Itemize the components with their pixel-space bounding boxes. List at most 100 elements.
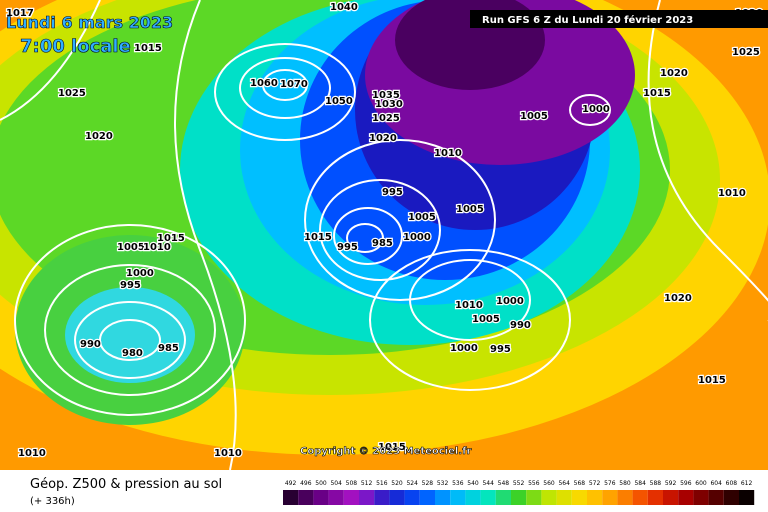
isobar-label: 985 — [372, 238, 393, 249]
legend-label: 608 — [726, 480, 738, 487]
legend-swatch — [359, 490, 375, 505]
isobar-label: 1015 — [378, 442, 406, 453]
isobar-label: 1005 — [456, 204, 484, 215]
isobar-label: 1060 — [250, 78, 278, 89]
legend-label: 540 — [467, 480, 479, 487]
legend-label: 516 — [376, 480, 388, 487]
legend-label: 536 — [452, 480, 464, 487]
legend-label: 496 — [300, 480, 312, 487]
isobar-label: 1030 — [375, 99, 403, 110]
legend-label: 604 — [710, 480, 722, 487]
isobar-label: 1025 — [372, 113, 400, 124]
legend-swatch — [617, 490, 633, 505]
legend-swatch — [298, 490, 314, 505]
legend-label: 580 — [619, 480, 631, 487]
lead-time: (+ 336h) — [30, 496, 75, 507]
copyright: Copyright © 2023 Meteociel.fr — [300, 446, 471, 457]
isobar-label: 1017 — [6, 8, 34, 19]
legend-swatch — [283, 490, 299, 505]
isobar-label: 1000 — [582, 104, 610, 115]
color-legend: 492 496 500 504 508 512 516 520 524 528 532 536 540 5… — [283, 480, 755, 505]
isobar-label: 995 — [120, 280, 141, 291]
legend-swatch — [602, 490, 618, 505]
legend-swatch — [587, 490, 603, 505]
isobar-label: 1000 — [450, 343, 478, 354]
isobar-label: 1015 — [134, 43, 162, 54]
legend-swatch — [480, 490, 496, 505]
legend-swatch — [693, 490, 709, 505]
run-box — [470, 10, 768, 28]
isobars — [0, 0, 768, 470]
isobar-label: 1020 — [664, 293, 692, 304]
legend-label: 584 — [634, 480, 646, 487]
legend-label: 568 — [574, 480, 586, 487]
isobar-label: 1015 — [698, 375, 726, 386]
isobar-label: 1010 — [455, 300, 483, 311]
legend-swatch — [328, 490, 344, 505]
legend-swatch — [541, 490, 557, 505]
legend-label: 576 — [604, 480, 616, 487]
legend-swatch — [526, 490, 542, 505]
legend-swatch — [556, 490, 572, 505]
isobar-label: 1025 — [58, 88, 86, 99]
isobar-label: 1010 — [434, 148, 462, 159]
legend-label: 564 — [558, 480, 570, 487]
isobar-label: 1020 — [369, 133, 397, 144]
forecast-time: 7:00 locale — [20, 36, 131, 57]
isobar-label: 1040 — [330, 2, 358, 13]
legend-swatch — [571, 490, 587, 505]
legend-label: 556 — [528, 480, 540, 487]
legend-swatch — [450, 490, 466, 505]
legend-label: 560 — [543, 480, 555, 487]
isobar-label: 995 — [490, 344, 511, 355]
legend-swatch — [723, 490, 739, 505]
isobar-label: 1005 — [472, 314, 500, 325]
isobar-label: 1015 — [304, 232, 332, 243]
legend-swatch — [663, 490, 679, 505]
legend-swatch — [632, 490, 648, 505]
legend-swatch — [511, 490, 527, 505]
legend-swatch — [343, 490, 359, 505]
isobar-label: 1050 — [325, 96, 353, 107]
legend-label: 532 — [437, 480, 449, 487]
legend-label: 612 — [741, 480, 753, 487]
legend-label: 600 — [695, 480, 707, 487]
legend-swatch — [404, 490, 420, 505]
legend-label: 528 — [422, 480, 434, 487]
isobar-label: 1000 — [403, 232, 431, 243]
isobar-label: 1010 — [718, 188, 746, 199]
legend-label: 504 — [330, 480, 342, 487]
isobar-label: 1010 — [214, 448, 242, 459]
run-label: Run GFS 6 Z du Lundi 20 février 2023 — [482, 14, 693, 26]
isobar-label: 1005 — [117, 242, 145, 253]
isobar-label: 985 — [158, 343, 179, 354]
legend-swatch — [678, 490, 694, 505]
legend-label: 548 — [498, 480, 510, 487]
legend-label: 588 — [650, 480, 662, 487]
isobar-label: 980 — [122, 348, 143, 359]
field — [65, 287, 195, 383]
footer-title: Géop. Z500 & pression au sol — [30, 477, 222, 492]
legend-label: 544 — [482, 480, 494, 487]
isobar-label: 1000 — [496, 296, 524, 307]
legend-label: 520 — [391, 480, 403, 487]
legend-swatch — [374, 490, 390, 505]
legend-label: 592 — [665, 480, 677, 487]
legend-swatch — [495, 490, 511, 505]
legend-swatch — [465, 490, 481, 505]
isobar-label: 1070 — [280, 79, 308, 90]
legend-label: 492 — [285, 480, 297, 487]
legend-swatch — [389, 490, 405, 505]
isobar-label: 990 — [510, 320, 531, 331]
legend-label: 500 — [315, 480, 327, 487]
forecast-date: Lundi 6 mars 2023 — [6, 13, 173, 32]
legend-swatch — [419, 490, 435, 505]
isobar-label: 1010 — [18, 448, 46, 459]
isobar-label: 1015 — [157, 233, 185, 244]
isobar-label: 1005 — [520, 111, 548, 122]
legend-label: 572 — [589, 480, 601, 487]
isobar-label: 1005 — [408, 212, 436, 223]
